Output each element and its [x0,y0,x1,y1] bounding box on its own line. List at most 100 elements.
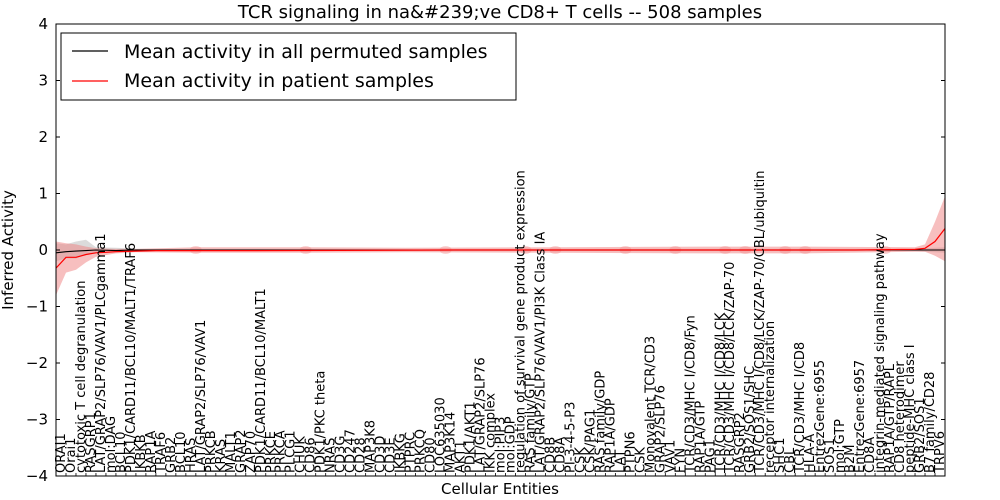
x-tick-label: PRKCE [264,431,279,473]
x-tick-label: CD3E [384,437,399,473]
x-tick-label: TRPV6 [933,431,948,474]
y-tick-label: −3 [26,411,48,429]
x-tick-label: PAG1 [703,439,718,473]
x-tick-label: IKK complex [484,393,499,473]
x-tick-label: CD3D [374,436,389,473]
y-tick-label: 0 [38,241,48,259]
x-tick-label: BCL10 [114,431,129,473]
legend: Mean activity in all permuted samples Me… [60,32,517,101]
x-tick-label: RASGRP2 [733,412,748,473]
x-tick-label: RASGRP1 [84,412,99,473]
x-tick-label: MAP3K14 [444,412,459,473]
x-tick-label: IKBKB [134,434,149,473]
x-tick-label: LAT/GRAP2/SLP76/VAV1/PI3K Class IA [534,232,549,473]
legend-permuted-label: Mean activity in all permuted samples [124,41,487,63]
x-tick-label: mol:PIP3 [494,417,509,473]
patient-mean-line [55,228,946,269]
x-tick-label: integrin-mediated signaling pathway [873,233,888,473]
y-tick-label: 1 [38,185,48,203]
x-tick-label: CD28 [354,437,369,473]
x-tick-label: EntrezGene:6955 [813,360,828,473]
y-tick-label: −1 [26,298,48,316]
x-tick-label: AKT1 [454,440,469,473]
x-tick-label: BCL10 [174,431,189,473]
x-tick-label: PRKCA [274,430,289,473]
x-tick-label: Orai1 [64,438,79,473]
x-tick-label: MAP3K8 [364,420,379,473]
x-tick-label: CD8B [543,437,558,473]
x-tick-label: MALT1 [224,431,239,473]
x-tick-label: PDK1/PKC theta [314,371,329,473]
x-axis-label: Cellular Entities [441,480,559,498]
x-tick-label: CSK [573,447,588,473]
x-tick-label: TCR/CD3/MHC I/CD8/LCK [713,312,728,474]
x-tick-label: RAP1A/GDP [603,398,618,473]
x-tick-label: RAP1A/GTP/RAPL [883,363,898,473]
x-tick-label: B7 family/CD28 [923,372,938,473]
x-tick-label: HRAS [184,438,199,473]
y-tick-label: −4 [26,467,48,485]
x-tick-label: PDK1/CARD11/BCL10/MALT1/TRAF6 [124,243,139,473]
x-tick-label: KRAS [214,439,229,473]
legend-box [60,32,517,101]
y-tick-label: 2 [38,128,48,146]
x-tick-label: LAT/GRAP2/SLP76/VAV1/PLCgamma1 [94,233,109,473]
x-tick-label: ZAP70 [244,431,259,473]
x-tick-label: CBL [783,447,798,473]
x-tick-label: receptor internalization [763,321,778,473]
x-tick-label: VAV1 [663,440,678,473]
x-tick-label: SOS1 [823,438,838,473]
x-tick-label: GRAP2/SLP76 [653,385,668,473]
x-tick-label: RAS family/GDP [593,371,608,473]
x-tick-label: RAP1A [144,430,159,473]
x-tick-label: RAP1A/GTP [693,401,708,473]
x-tick-label: CHUK [294,436,309,473]
x-tick-label: CD247 [344,429,359,473]
x-tick-label: SHC1 [773,438,788,473]
x-tick-label: PDK1/AKT1 [464,401,479,473]
x-tick-label: NRAS [324,438,339,473]
x-tick-label: FYN [673,448,688,473]
y-tick-label: −2 [26,354,48,372]
x-tick-label: mol:DAG [104,416,119,473]
chart-title: TCR signaling in na&#239;ve CD8+ T cells… [237,2,762,23]
x-tick-label: TCR/CD3/MHC I/CD8/LCK/ZAP-70/CBL/ubiquit… [753,170,768,474]
x-tick-label: IKBKG [394,433,409,473]
x-tick-label: EntrezGene:6957 [853,360,868,473]
x-tick-label: CD8 heterodimer [893,361,908,473]
x-tick-label: Monovalent TCR/CD3 [643,336,658,473]
x-tick-label: regulation of survival gene product expr… [514,170,529,473]
x-tick-label: GRAP2 [234,429,249,473]
x-tick-label: RAS family/GTP [524,373,539,473]
x-tick-label: TRAF6 [154,432,169,474]
x-tick-label: CSK/PAG1 [583,409,598,473]
x-tick-label: PRKCB [204,430,219,473]
x-tick-label: LAT [613,450,628,473]
x-tick-label: CSK [633,447,648,473]
x-tick-label: TCR/CD3/MHC I/CD8/LCK/ZAP-70 [723,262,738,474]
x-tick-label: LAT/GRAP2/SLP76/VAV1 [194,320,209,473]
x-tick-label: PDK1/CARD11/BCL10/MALT1 [254,288,269,473]
y-tick-label: 4 [38,15,48,33]
x-tick-label: peptide-MHC class I [903,344,918,473]
x-tick-label: cytotoxic T cell degranulation [74,281,89,473]
x-tick-label: HLA-A [803,434,818,473]
x-tick-label: GRB2/SOS1 [913,397,928,473]
x-tick-label: TCR/CD3/MHC I/CD8/Fyn [683,315,698,474]
x-tick-label: TCR/CD3/MHC I/CD8 [793,342,808,474]
x-tick-label: mol:GDP [504,416,519,473]
x-tick-label: CD8A [553,437,568,473]
x-tick-label: PRKCQ [414,429,429,473]
x-tick-label: ORAI1 [54,433,69,473]
x-tick-label: GRB2 [164,437,179,473]
y-tick-label: 3 [38,72,48,90]
x-tick-label: LAT/GRAP2/SLP76 [474,357,489,473]
x-tick-label: CD86 [304,437,319,473]
x-tick-label: PLCG1 [284,430,299,473]
x-tick-label: CD80 [424,437,439,473]
x-tick-label: mol:GTP [833,419,848,473]
x-tick-label: GRB2/SOS1/SHC [743,366,758,473]
patient-band [56,196,945,296]
legend-patient-label: Mean activity in patient samples [124,70,434,92]
